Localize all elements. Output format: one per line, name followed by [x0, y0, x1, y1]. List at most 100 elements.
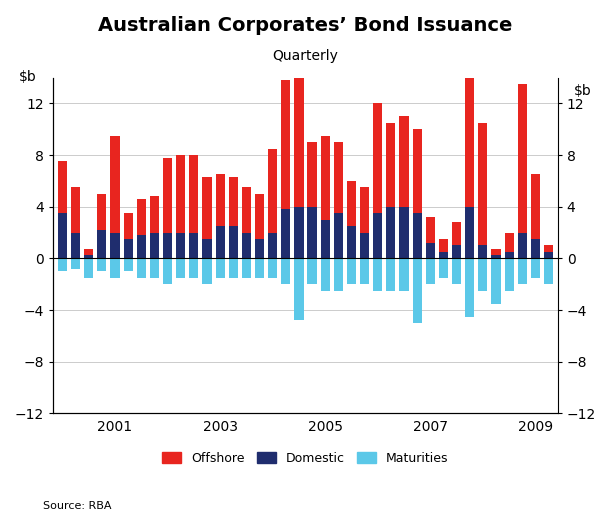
Bar — [97, 230, 106, 258]
Bar — [281, 209, 290, 258]
Y-axis label: $b: $b — [574, 84, 592, 98]
Text: Quarterly: Quarterly — [273, 49, 338, 64]
Bar — [176, 155, 185, 232]
Bar — [347, 226, 356, 258]
Bar — [505, 258, 514, 291]
Bar — [491, 250, 500, 254]
Bar — [531, 239, 540, 258]
Bar — [426, 258, 435, 284]
Bar — [202, 258, 211, 284]
Bar — [518, 258, 527, 284]
Bar — [111, 232, 120, 258]
Bar — [216, 175, 225, 226]
Bar — [137, 199, 146, 235]
Bar — [373, 103, 382, 213]
Bar — [452, 222, 461, 245]
Bar — [334, 142, 343, 213]
Bar — [163, 232, 172, 258]
Bar — [229, 258, 238, 278]
Bar — [242, 188, 251, 232]
Bar — [400, 207, 409, 258]
Bar — [412, 129, 422, 213]
Bar — [268, 232, 277, 258]
Bar — [334, 213, 343, 258]
Bar — [347, 181, 356, 226]
Bar — [373, 213, 382, 258]
Bar — [229, 177, 238, 226]
Bar — [386, 258, 395, 291]
Bar — [163, 158, 172, 232]
Text: Source: RBA: Source: RBA — [43, 501, 111, 511]
Bar — [71, 232, 80, 258]
Bar — [360, 232, 369, 258]
Bar — [386, 207, 395, 258]
Bar — [439, 239, 448, 252]
Bar — [58, 258, 67, 271]
Bar — [295, 207, 304, 258]
Bar — [71, 188, 80, 232]
Bar — [189, 258, 199, 278]
Bar — [400, 116, 409, 207]
Bar — [268, 258, 277, 278]
Bar — [478, 245, 488, 258]
Bar — [216, 258, 225, 278]
Bar — [111, 135, 120, 232]
Bar — [386, 123, 395, 207]
Bar — [176, 258, 185, 278]
Bar — [58, 162, 67, 213]
Bar — [137, 235, 146, 258]
Bar — [452, 245, 461, 258]
Bar — [518, 232, 527, 258]
Bar — [268, 148, 277, 232]
Bar — [439, 252, 448, 258]
Bar — [400, 258, 409, 291]
Bar — [255, 258, 264, 278]
Bar — [321, 258, 330, 291]
Bar — [307, 258, 316, 284]
Bar — [544, 258, 553, 284]
Bar — [465, 78, 474, 207]
Bar — [321, 135, 330, 220]
Bar — [334, 258, 343, 291]
Bar — [202, 177, 211, 239]
Bar — [71, 258, 80, 269]
Bar — [452, 258, 461, 284]
Bar — [426, 243, 435, 258]
Bar — [321, 220, 330, 258]
Bar — [465, 207, 474, 258]
Bar — [97, 258, 106, 271]
Bar — [307, 207, 316, 258]
Bar — [255, 239, 264, 258]
Bar — [150, 196, 159, 232]
Bar — [439, 258, 448, 278]
Bar — [202, 239, 211, 258]
Bar — [295, 65, 304, 207]
Bar — [150, 232, 159, 258]
Bar — [491, 258, 500, 304]
Bar — [123, 239, 133, 258]
Bar — [150, 258, 159, 278]
Bar — [531, 258, 540, 278]
Bar — [281, 258, 290, 284]
Bar — [242, 232, 251, 258]
Bar — [505, 232, 514, 252]
Bar — [58, 213, 67, 258]
Bar — [531, 175, 540, 239]
Bar — [347, 258, 356, 284]
Bar — [295, 258, 304, 320]
Bar — [97, 194, 106, 230]
Bar — [465, 258, 474, 317]
Bar — [229, 226, 238, 258]
Bar — [544, 245, 553, 252]
Bar — [544, 252, 553, 258]
Y-axis label: $b: $b — [19, 70, 37, 84]
Bar — [518, 84, 527, 232]
Bar — [255, 194, 264, 239]
Bar — [281, 80, 290, 209]
Bar — [307, 142, 316, 207]
Bar — [360, 188, 369, 232]
Bar — [163, 258, 172, 284]
Bar — [176, 232, 185, 258]
Bar — [242, 258, 251, 278]
Bar — [360, 258, 369, 284]
